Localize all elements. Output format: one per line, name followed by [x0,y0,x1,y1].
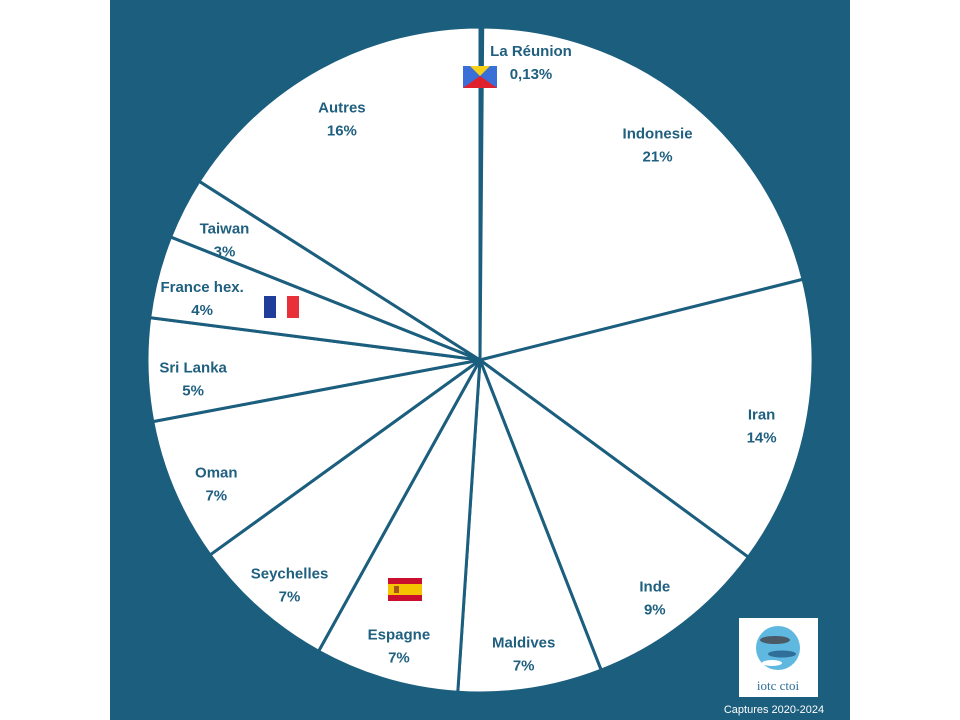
slice-label: La Réunion [490,43,572,60]
slice-label: France hex. [160,279,243,296]
pie-slice [478,25,805,362]
pie-slice [478,358,750,672]
value-label: 21% [643,148,673,165]
value-label: 9% [644,602,666,619]
slice-label: Sri Lanka [159,359,227,376]
pie: La Réunion 0,13% Indonesie 21% Iran 14% Inde 9%… [145,25,815,695]
flags [264,66,497,601]
value-label: 14% [747,429,777,446]
flag-reunion [463,66,497,88]
pie-slice [151,358,482,557]
value-label: 5% [182,382,204,399]
logo-text: iotc ctoi [757,678,800,693]
value-label: 7% [388,649,410,666]
slice-label: Inde [639,579,670,596]
pie-slice [456,358,603,695]
value-label: 7% [279,589,301,606]
pie-slice [208,358,482,653]
pie-slice [478,277,815,559]
logo: iotc ctoi [739,618,818,697]
value-label: 16% [327,122,357,139]
value-label: 4% [191,302,213,319]
value-label: 7% [513,658,535,675]
slice-label: Espagne [368,626,431,643]
flag-spain [388,578,422,601]
value-label: 0,13% [510,66,553,83]
slice-label: Iran [748,406,776,423]
slice-label: Oman [195,464,238,481]
slice-label: Maldives [492,635,555,652]
slice-label: Taiwan [200,220,250,237]
slice-label: Seychelles [251,566,329,583]
footer: Captures 2020-2024 [724,704,824,716]
pie-slice [317,358,482,694]
slice-label: Indonesie [623,125,693,142]
value-label: 7% [205,487,227,504]
flag-france [264,296,299,318]
pie-slice [197,25,482,362]
value-label: 3% [214,243,236,260]
slice-label: Autres [318,99,366,116]
